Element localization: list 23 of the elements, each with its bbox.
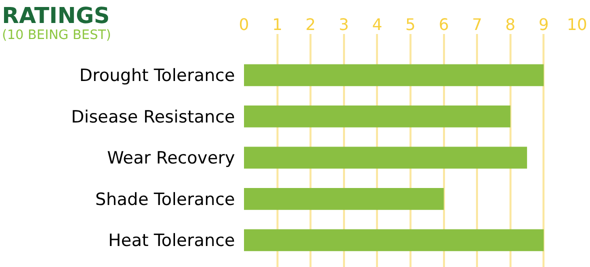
x-tick-label: 9 (538, 14, 549, 34)
y-tick-label: Heat Tolerance (108, 231, 235, 252)
x-tick-label: 6 (438, 14, 449, 34)
x-tick-label: 10 (566, 14, 588, 34)
text: RATINGS (2, 4, 110, 29)
bar (244, 64, 544, 86)
x-tick-label: 4 (372, 14, 382, 34)
x-tick-label: 5 (405, 14, 416, 34)
bar (244, 188, 444, 210)
x-tick-label: 7 (472, 14, 482, 34)
x-tick-label: 1 (272, 14, 282, 34)
y-tick-label: Wear Recovery (107, 148, 235, 169)
bar (244, 106, 510, 128)
y-tick-label: Disease Resistance (71, 107, 235, 128)
x-tick-label: 2 (306, 14, 316, 34)
x-tick-label: 3 (338, 14, 349, 34)
bar (244, 229, 544, 252)
y-tick-label: Shade Tolerance (95, 190, 235, 210)
bar (244, 146, 528, 169)
y-tick-label: Drought Tolerance (79, 66, 235, 86)
x-tick-label: 8 (505, 14, 516, 34)
text: (10 BEING BEST) (2, 28, 112, 43)
x-tick-label: 0 (238, 14, 250, 34)
